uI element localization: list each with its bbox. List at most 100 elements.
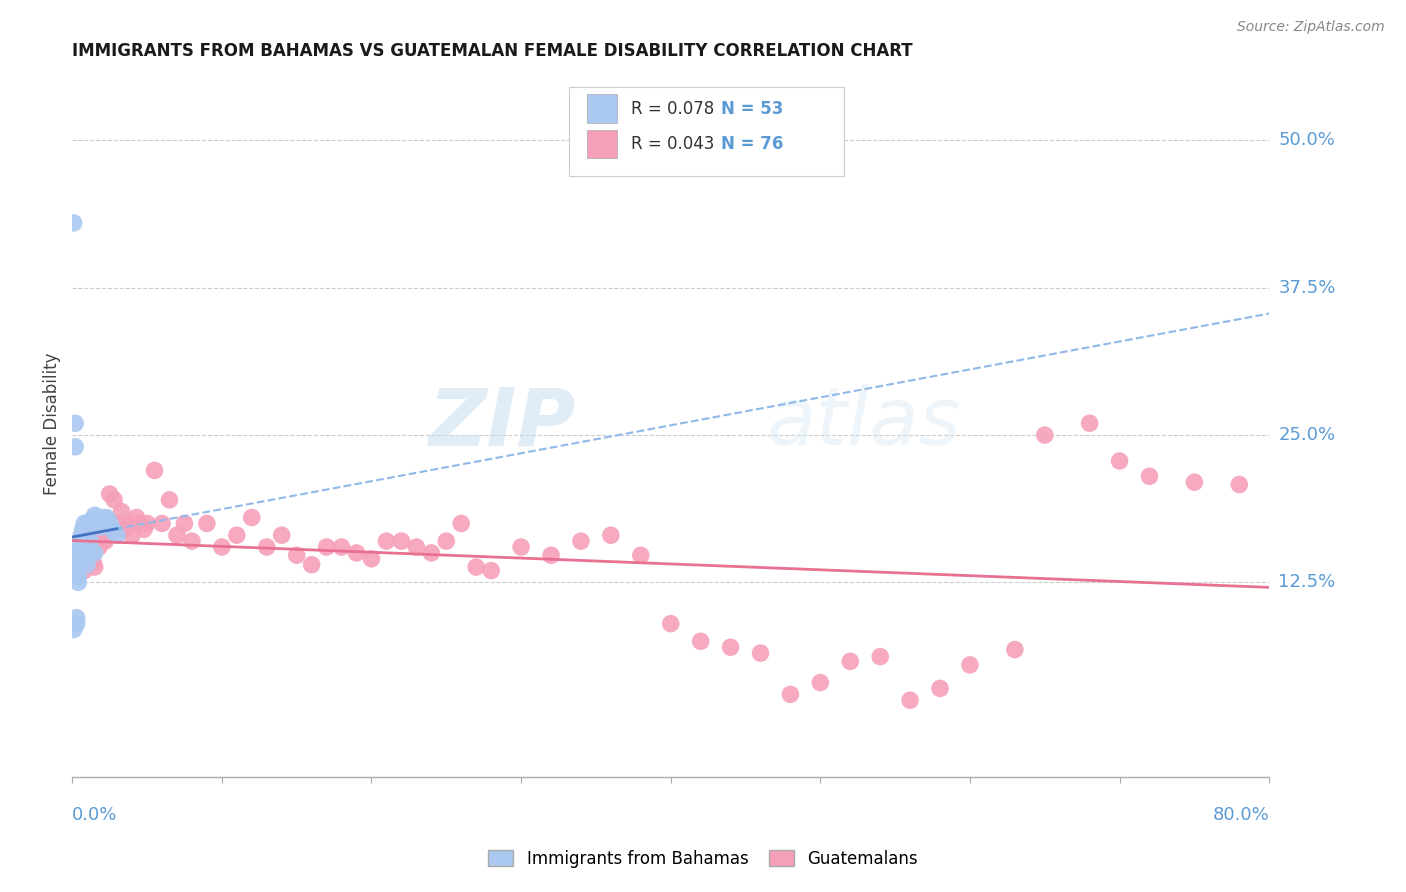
Point <box>465 560 488 574</box>
Point <box>1108 454 1130 468</box>
Point <box>405 540 427 554</box>
Point <box>103 524 125 539</box>
Text: ZIP: ZIP <box>427 384 575 462</box>
Point <box>450 516 472 531</box>
Point <box>73 551 96 566</box>
Text: 0.0%: 0.0% <box>72 806 118 824</box>
Point <box>70 548 93 562</box>
FancyBboxPatch shape <box>586 95 617 123</box>
Point <box>225 528 247 542</box>
Point <box>898 693 921 707</box>
Point <box>839 654 862 668</box>
Point <box>67 569 90 583</box>
Point <box>93 510 115 524</box>
Point <box>118 516 141 531</box>
Text: 50.0%: 50.0% <box>1278 131 1336 149</box>
Point <box>94 534 117 549</box>
Point <box>65 551 87 566</box>
Point <box>69 558 91 572</box>
Point <box>70 554 93 568</box>
Point <box>70 528 93 542</box>
Point <box>70 548 93 562</box>
Text: 80.0%: 80.0% <box>1212 806 1270 824</box>
Point <box>80 513 103 527</box>
Point <box>67 564 90 578</box>
Point <box>128 516 150 531</box>
Text: IMMIGRANTS FROM BAHAMAS VS GUATEMALAN FEMALE DISABILITY CORRELATION CHART: IMMIGRANTS FROM BAHAMAS VS GUATEMALAN FE… <box>72 42 912 60</box>
Point <box>70 540 93 554</box>
Point <box>929 681 952 696</box>
Point <box>69 551 91 566</box>
Point <box>80 546 103 560</box>
Point <box>1004 642 1026 657</box>
Point <box>67 575 90 590</box>
Point <box>89 540 111 554</box>
Point <box>166 528 188 542</box>
Point <box>1139 469 1161 483</box>
Point <box>659 616 682 631</box>
Point <box>83 508 105 523</box>
Point <box>82 555 104 569</box>
Point <box>91 528 114 542</box>
Point <box>77 548 100 562</box>
Point <box>75 546 97 560</box>
Legend: Immigrants from Bahamas, Guatemalans: Immigrants from Bahamas, Guatemalans <box>482 844 924 875</box>
Text: R = 0.078: R = 0.078 <box>631 100 714 118</box>
Point <box>143 463 166 477</box>
Point <box>76 551 98 566</box>
Text: 37.5%: 37.5% <box>1278 278 1336 297</box>
Point <box>69 554 91 568</box>
Point <box>330 540 353 554</box>
Point <box>75 532 97 546</box>
Point <box>1227 477 1250 491</box>
Point <box>83 546 105 560</box>
Point <box>420 546 443 560</box>
Point <box>181 534 204 549</box>
Text: 12.5%: 12.5% <box>1278 574 1336 591</box>
Point <box>101 522 124 536</box>
Point <box>67 560 90 574</box>
Point <box>510 540 533 554</box>
Point <box>76 516 98 531</box>
FancyBboxPatch shape <box>569 87 844 176</box>
Point <box>72 540 94 554</box>
Point <box>136 516 159 531</box>
Point <box>689 634 711 648</box>
Point <box>195 516 218 531</box>
Point <box>125 510 148 524</box>
Point <box>72 548 94 562</box>
Point <box>77 522 100 536</box>
Point <box>79 540 101 554</box>
Point <box>1078 417 1101 431</box>
Point <box>98 516 121 531</box>
Text: 25.0%: 25.0% <box>1278 426 1336 444</box>
Point <box>82 516 104 531</box>
Point <box>75 551 97 566</box>
Text: Source: ZipAtlas.com: Source: ZipAtlas.com <box>1237 20 1385 34</box>
Point <box>76 528 98 542</box>
Point <box>869 649 891 664</box>
Point <box>1184 475 1206 490</box>
Point <box>159 492 181 507</box>
Point <box>285 548 308 562</box>
Text: N = 53: N = 53 <box>721 100 783 118</box>
Point <box>73 564 96 578</box>
Point <box>1033 428 1056 442</box>
Point <box>86 516 108 531</box>
Point <box>173 516 195 531</box>
Point <box>66 611 89 625</box>
Point <box>69 540 91 554</box>
Point <box>73 524 96 539</box>
FancyBboxPatch shape <box>586 129 617 158</box>
Point <box>599 528 621 542</box>
Point <box>346 546 368 560</box>
Point <box>90 520 112 534</box>
Point <box>72 522 94 536</box>
Point <box>114 522 136 536</box>
Text: N = 76: N = 76 <box>721 135 783 153</box>
Point <box>69 546 91 560</box>
Point <box>79 534 101 549</box>
Point <box>65 440 87 454</box>
Point <box>270 528 292 542</box>
Text: atlas: atlas <box>766 384 962 462</box>
